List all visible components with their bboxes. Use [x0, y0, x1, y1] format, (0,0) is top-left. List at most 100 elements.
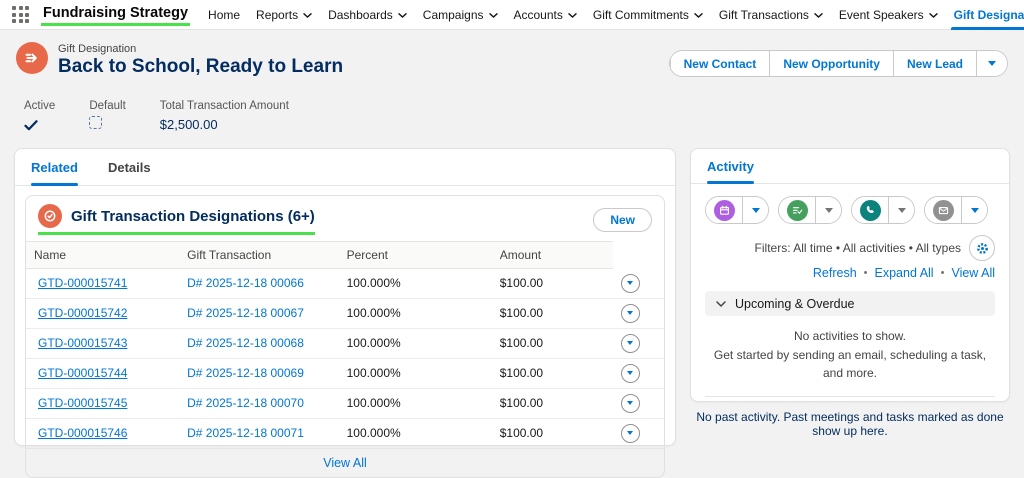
view-all-link[interactable]: View All [323, 455, 367, 470]
amount-cell: $100.00 [491, 298, 613, 329]
header-actions: New Contact New Opportunity New Lead [668, 50, 1008, 77]
header-action-button[interactable]: New Opportunity [769, 51, 893, 76]
chevron-down-icon [928, 12, 938, 18]
nav-tab[interactable]: Accounts [506, 0, 585, 30]
table-row: GTD-000015741 D# 2025-12-18 00066 100.00… [26, 268, 664, 299]
record-tab[interactable]: Related [31, 149, 78, 186]
gift-transaction-link[interactable]: D# 2025-12-18 00071 [187, 426, 304, 440]
email-button-group [924, 196, 988, 224]
gift-transaction-link[interactable]: D# 2025-12-18 00070 [187, 396, 304, 410]
new-task-button[interactable] [779, 197, 816, 223]
table-row: GTD-000015742 D# 2025-12-18 00067 100.00… [26, 298, 664, 329]
new-button[interactable]: New [593, 207, 652, 232]
record-tab[interactable]: Details [108, 149, 151, 185]
new-event-button-group [705, 196, 769, 224]
header-action-button[interactable]: New Lead [892, 51, 976, 76]
amount-cell: $100.00 [491, 358, 613, 389]
record-name-link[interactable]: GTD-000015743 [38, 336, 128, 350]
related-list-title[interactable]: Gift Transaction Designations (6+) [71, 207, 315, 225]
empty-state-text: No activities to show. Get started by se… [713, 329, 987, 381]
field-total-transaction-amount: Total Transaction Amount $2,500.00 [160, 100, 289, 134]
gift-transaction-link[interactable]: D# 2025-12-18 00067 [187, 306, 304, 320]
view-all-link[interactable]: View All [951, 266, 995, 280]
gift-transaction-link[interactable]: D# 2025-12-18 00066 [187, 276, 304, 290]
record-name-link[interactable]: GTD-000015741 [38, 276, 128, 290]
activity-quick-actions [691, 184, 1009, 230]
email-icon [932, 199, 954, 221]
record-name-link[interactable]: GTD-000015742 [38, 306, 128, 320]
column-header[interactable]: Name [26, 241, 180, 269]
chevron-down-icon [814, 12, 823, 18]
global-navigation-bar: Fundraising Strategy Home Reports Dashbo… [0, 0, 1024, 30]
record-name-link[interactable]: GTD-000015745 [38, 396, 128, 410]
percent-cell: 100.000% [338, 268, 492, 299]
dot-separator: • [940, 267, 945, 279]
chevron-down-icon [627, 311, 634, 315]
record-name-link[interactable]: GTD-000015744 [38, 366, 128, 380]
nav-tab[interactable]: Gift Commitments [585, 0, 711, 30]
related-list-table: Name Gift Transaction Percent Amount GTD… [26, 241, 664, 448]
dot-separator: • [863, 267, 868, 279]
tab-label: Related [31, 159, 78, 175]
column-header[interactable]: Percent [338, 241, 492, 269]
new-event-dropdown-button[interactable] [743, 197, 768, 223]
email-dropdown-button[interactable] [962, 197, 987, 223]
log-a-call-dropdown-button[interactable] [889, 197, 914, 223]
nav-tab[interactable]: Reports [248, 0, 320, 30]
field-default: Default [89, 100, 126, 134]
chevron-down-icon [488, 12, 498, 18]
chevron-down-icon [627, 371, 634, 375]
app-name[interactable]: Fundraising Strategy [41, 4, 191, 26]
header-action-button[interactable]: New Contact [669, 51, 770, 76]
chevron-down-icon [398, 12, 407, 18]
amount-cell: $100.00 [491, 388, 613, 419]
nav-tab-label: Gift Commitments [592, 7, 689, 22]
table-row: GTD-000015744 D# 2025-12-18 00069 100.00… [26, 358, 664, 389]
app-launcher-icon[interactable] [12, 6, 29, 23]
chevron-down-icon [627, 341, 634, 345]
new-task-button-group [778, 196, 842, 224]
row-actions-button[interactable] [620, 423, 640, 443]
column-header[interactable]: Amount [491, 241, 613, 269]
log-a-call-button[interactable] [852, 197, 889, 223]
header-actions-more-button[interactable] [976, 51, 1007, 76]
percent-cell: 100.000% [346, 426, 401, 440]
new-task-dropdown-button[interactable] [816, 197, 841, 223]
email-button[interactable] [925, 197, 962, 223]
nav-tab-label: Dashboards [328, 7, 393, 22]
nav-tab[interactable]: Gift Designations [946, 0, 1024, 30]
nav-tab[interactable]: Gift Transactions [711, 0, 831, 30]
record-name-link[interactable]: GTD-000015746 [38, 426, 128, 440]
nav-tab[interactable]: Home [200, 0, 248, 30]
upcoming-overdue-section-header[interactable]: Upcoming & Overdue [705, 291, 995, 316]
nav-tab[interactable]: Event Speakers [831, 0, 946, 30]
gift-transaction-link[interactable]: D# 2025-12-18 00068 [187, 336, 304, 350]
field-value: $2,500.00 [159, 117, 218, 132]
nav-tab-label: Gift Designations [953, 7, 1024, 22]
row-actions-button[interactable] [620, 333, 640, 353]
entity-label: Gift Designation [58, 43, 137, 55]
activity-settings-button[interactable] [969, 235, 995, 261]
gift-transaction-link[interactable]: D# 2025-12-18 00069 [187, 366, 304, 380]
new-event-icon [713, 199, 735, 221]
new-event-button[interactable] [706, 197, 743, 223]
chevron-down-icon [751, 207, 760, 213]
chevron-down-icon [627, 281, 634, 285]
column-header[interactable]: Gift Transaction [179, 241, 339, 269]
row-actions-button[interactable] [620, 393, 640, 413]
field-label: Active [24, 100, 56, 112]
tab-activity[interactable]: Activity [707, 149, 754, 184]
field-label: Total Transaction Amount [159, 100, 289, 112]
record-detail-card: Related Details Gift Transaction Designa… [14, 148, 676, 478]
divider [705, 395, 995, 397]
row-actions-button[interactable] [620, 303, 640, 323]
chevron-down-icon [970, 207, 979, 213]
expand-all-link[interactable]: Expand All [874, 266, 934, 280]
table-row: GTD-000015743 D# 2025-12-18 00068 100.00… [26, 328, 664, 359]
tab-label: Details [107, 159, 151, 175]
row-actions-button[interactable] [620, 273, 640, 293]
refresh-link[interactable]: Refresh [812, 266, 857, 280]
nav-tab[interactable]: Campaigns [415, 0, 506, 30]
row-actions-button[interactable] [620, 363, 640, 383]
nav-tab[interactable]: Dashboards [320, 0, 415, 30]
